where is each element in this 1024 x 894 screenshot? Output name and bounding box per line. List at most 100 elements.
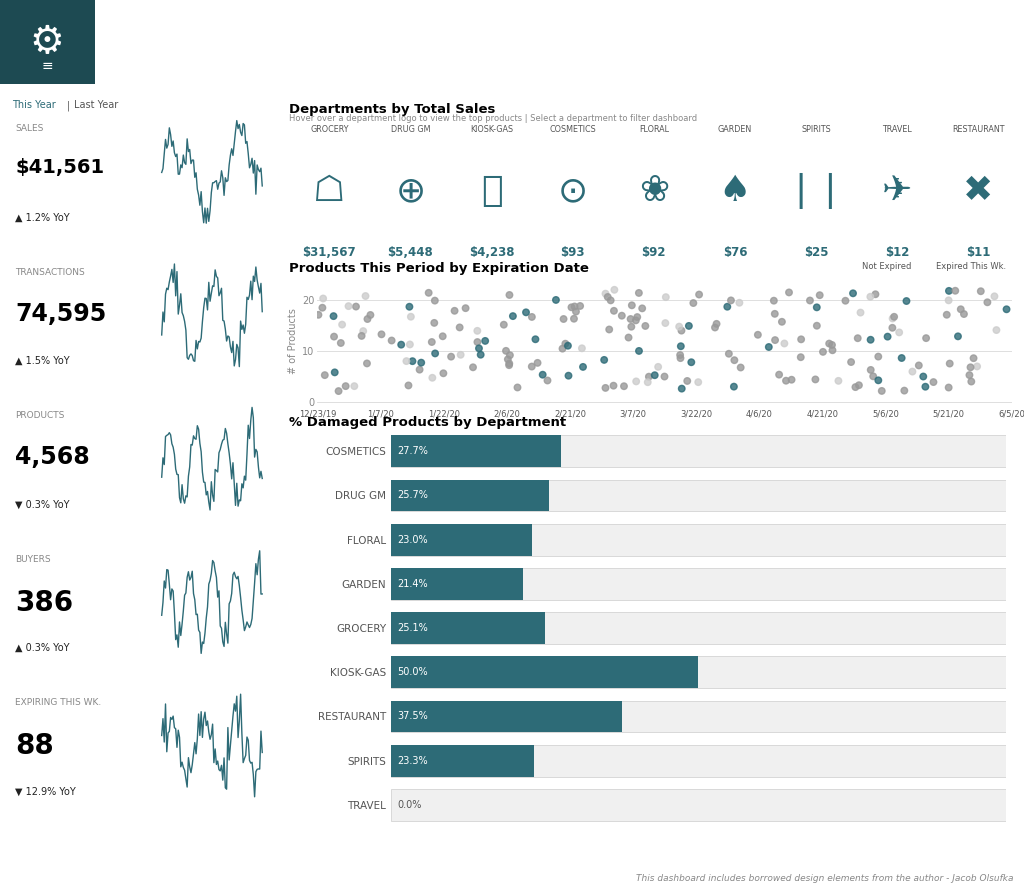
Text: $5,448: $5,448 xyxy=(387,246,433,258)
Point xyxy=(404,354,421,368)
Point xyxy=(472,348,488,362)
Text: EXPIRING THIS WK.: EXPIRING THIS WK. xyxy=(15,698,101,707)
Point xyxy=(939,308,955,322)
Text: 37.5%: 37.5% xyxy=(397,712,428,721)
Text: TRAVEL: TRAVEL xyxy=(883,125,912,134)
Point xyxy=(401,337,418,351)
Point xyxy=(766,293,782,308)
Text: $92: $92 xyxy=(642,246,666,258)
Point xyxy=(641,369,657,384)
Text: ⚙: ⚙ xyxy=(30,23,65,61)
Bar xyxy=(391,656,698,688)
Point xyxy=(783,373,800,387)
Point xyxy=(563,300,580,315)
Point xyxy=(761,340,777,354)
Text: 25.7%: 25.7% xyxy=(397,491,428,501)
Point xyxy=(807,372,823,386)
Point xyxy=(767,333,783,347)
Point xyxy=(862,333,879,347)
Text: TRANSACTIONS: TRANSACTIONS xyxy=(15,268,85,277)
Text: 0.0%: 0.0% xyxy=(397,800,422,810)
Point xyxy=(767,307,783,321)
Point xyxy=(353,329,370,343)
Text: $4,238: $4,238 xyxy=(469,246,514,258)
Text: BUYERS: BUYERS xyxy=(15,554,51,564)
Text: Inventory Management: Inventory Management xyxy=(118,10,629,48)
Text: 23.3%: 23.3% xyxy=(397,755,428,765)
Point xyxy=(709,316,725,331)
Bar xyxy=(391,435,561,468)
Point xyxy=(880,330,896,344)
Bar xyxy=(391,612,1006,644)
Point xyxy=(918,380,934,394)
Point xyxy=(809,318,825,333)
Point xyxy=(471,342,487,356)
Y-axis label: # of Products: # of Products xyxy=(288,308,298,374)
Text: COSMETICS: COSMETICS xyxy=(549,125,596,134)
Bar xyxy=(391,568,522,600)
Point xyxy=(496,317,512,332)
Point xyxy=(726,379,742,393)
Point xyxy=(554,342,570,356)
Point xyxy=(605,378,622,392)
Text: 23.0%: 23.0% xyxy=(397,535,428,544)
Point xyxy=(340,299,356,313)
Point xyxy=(870,373,887,387)
Point xyxy=(885,311,901,325)
Point xyxy=(555,312,571,326)
Point xyxy=(865,369,882,384)
Point xyxy=(781,285,798,299)
Point xyxy=(573,342,590,356)
Point xyxy=(910,358,927,373)
Text: SALES: SALES xyxy=(15,124,44,133)
Text: GARDEN: GARDEN xyxy=(718,125,752,134)
Bar xyxy=(391,701,622,732)
Text: ✖: ✖ xyxy=(964,174,993,208)
Text: ✈: ✈ xyxy=(882,174,912,208)
Point xyxy=(427,293,443,308)
Point xyxy=(952,302,969,316)
Point xyxy=(947,283,964,298)
Point xyxy=(628,313,644,327)
Point xyxy=(894,350,910,365)
Bar xyxy=(391,524,532,555)
Point xyxy=(501,357,517,371)
Text: ▼: ▼ xyxy=(919,28,942,56)
Point xyxy=(412,362,428,376)
Text: SPIRITS: SPIRITS xyxy=(801,125,830,134)
Point xyxy=(986,289,1002,303)
Point xyxy=(681,319,697,333)
Point xyxy=(443,350,460,364)
Point xyxy=(904,365,921,379)
Point xyxy=(793,333,809,347)
Point xyxy=(966,351,982,366)
Point xyxy=(852,306,868,320)
Text: ⊕: ⊕ xyxy=(395,174,426,208)
Point xyxy=(400,378,417,392)
Point xyxy=(873,384,890,398)
Point xyxy=(812,288,828,302)
Point xyxy=(355,324,372,338)
Point xyxy=(315,291,332,306)
Point xyxy=(393,338,410,352)
Point xyxy=(426,316,442,330)
Point xyxy=(962,368,978,383)
Text: $11: $11 xyxy=(966,246,990,258)
Point xyxy=(941,357,957,371)
Text: $41,561: $41,561 xyxy=(15,158,104,177)
Point xyxy=(896,384,912,398)
Point xyxy=(657,290,674,304)
Text: $31,567: $31,567 xyxy=(302,246,356,258)
Point xyxy=(862,363,879,377)
Point xyxy=(326,309,342,324)
Point xyxy=(597,381,613,395)
Point xyxy=(732,360,749,375)
Point xyxy=(884,321,900,335)
Point xyxy=(615,379,632,393)
Point xyxy=(679,374,695,388)
Text: ▲ 1.2% YoY: ▲ 1.2% YoY xyxy=(15,213,70,223)
Point xyxy=(452,320,468,334)
Point xyxy=(673,351,689,366)
Point xyxy=(657,316,674,330)
Text: $12: $12 xyxy=(885,246,909,258)
